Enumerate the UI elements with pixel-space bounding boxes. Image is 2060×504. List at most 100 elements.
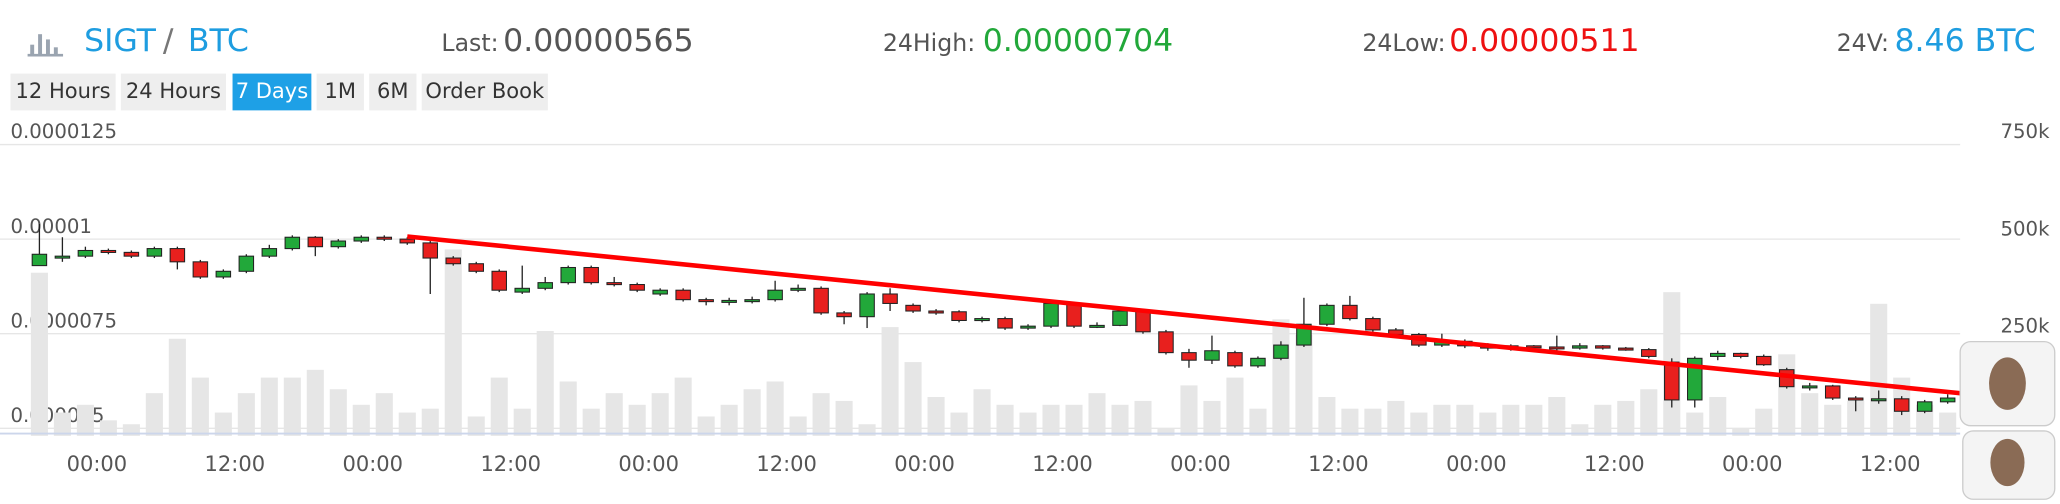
candle-body (1158, 331, 1174, 354)
candle-body (583, 266, 599, 284)
volume-bar (1387, 400, 1405, 436)
candle-body (123, 251, 140, 257)
volume-bar (835, 400, 853, 436)
range-button-label[interactable]: 6M (377, 78, 409, 103)
candle-body (767, 289, 783, 301)
candle-body (353, 236, 370, 242)
candle-body (1710, 352, 1726, 357)
volume-bar (1272, 319, 1290, 436)
volume-bar (467, 416, 485, 436)
x-tick-label: 00:00 (894, 451, 955, 476)
volume-bar (490, 377, 508, 436)
trendline (407, 234, 1971, 397)
candle-body (31, 253, 48, 267)
x-tick-label: 12:00 (1584, 451, 1645, 476)
volume-bar (237, 393, 255, 436)
candle-body (997, 318, 1013, 329)
candle-body (675, 289, 691, 301)
candle-body (813, 287, 829, 314)
volume-label: 24V: (1837, 29, 1889, 57)
volume-bar (674, 377, 692, 436)
volume-bar (697, 416, 715, 436)
volume-bar (743, 389, 761, 436)
volume-bar (1157, 428, 1175, 436)
volume-bar (1640, 389, 1658, 436)
volume-bar (30, 272, 48, 436)
volume-bar (76, 404, 94, 436)
candle-body (491, 270, 507, 291)
volume-bar (421, 408, 439, 436)
candle-body (537, 282, 553, 289)
volume-bar (1295, 334, 1313, 436)
low-value: 0.00000511 (1449, 23, 1639, 59)
range-button[interactable] (421, 73, 548, 111)
volume-bar (1939, 412, 1957, 436)
pair-quote[interactable]: BTC (188, 23, 249, 59)
range-button[interactable] (316, 73, 364, 111)
range-button-label[interactable]: 7 Days (236, 78, 308, 103)
candle-body (238, 255, 255, 272)
volume-bar (1916, 404, 1934, 436)
volume-bar (1870, 303, 1888, 436)
candle-body (928, 310, 944, 314)
candle-body (1870, 398, 1887, 402)
volume-bar (1479, 412, 1497, 436)
plot-area: 0.0000050.00000750.000010.0000125250k500… (0, 120, 2050, 476)
candle-body (100, 249, 117, 253)
candle-body (1273, 344, 1289, 359)
volume-bar (329, 389, 347, 436)
candle-body (1664, 361, 1680, 401)
range-button-label[interactable]: 1M (325, 78, 357, 103)
volume-bar (1778, 354, 1796, 436)
x-tick-label: 00:00 (1170, 451, 1231, 476)
candle-body (215, 270, 232, 278)
volume-bar (260, 377, 278, 436)
candle-body (284, 236, 301, 250)
range-button-label[interactable]: 24 Hours (126, 78, 221, 103)
range-button[interactable] (232, 73, 312, 111)
range-button-label[interactable]: Order Book (425, 78, 545, 103)
volume-bar (996, 404, 1014, 436)
volume-bar (1686, 412, 1704, 436)
candle-body (1227, 352, 1243, 367)
range-button-label[interactable]: 12 Hours (16, 78, 111, 103)
volume-bar (582, 408, 600, 436)
candle-body (1755, 355, 1772, 366)
volume-bar (766, 381, 784, 436)
candle-body (721, 299, 737, 303)
range-button[interactable] (369, 73, 417, 111)
candle-body (307, 236, 324, 248)
volume-bar (858, 424, 876, 436)
candle-body (1526, 345, 1542, 349)
volume-bar (1617, 400, 1635, 436)
candle-body (1641, 349, 1657, 357)
candle-body (1618, 347, 1634, 351)
volume-bar (122, 424, 140, 436)
volume-bar (1065, 404, 1083, 436)
candle-body (261, 248, 278, 257)
x-tick-label: 12:00 (205, 451, 266, 476)
volume-bar (1456, 404, 1474, 436)
range-button[interactable] (10, 73, 116, 111)
y-tick-label: 0.0000075 (11, 309, 117, 332)
volume-bar (1594, 404, 1612, 436)
volume-bar (628, 404, 646, 436)
candle-body (1250, 357, 1266, 367)
range-button[interactable] (120, 73, 226, 111)
candle-body (790, 287, 806, 291)
volume-bar (1410, 412, 1428, 436)
candle-body (146, 248, 163, 257)
volume-bar (1203, 400, 1221, 436)
pair-base[interactable]: SIGT (84, 23, 157, 59)
candle-body (468, 263, 484, 272)
volume-bar (513, 408, 531, 436)
volume-bar (1364, 408, 1382, 436)
candle-body (54, 255, 71, 259)
volume-bar (1134, 400, 1152, 436)
candle-body (1916, 401, 1933, 412)
candle-body (1801, 385, 1818, 389)
volume-bar (1249, 408, 1267, 436)
volume-bar (904, 362, 922, 436)
high-label: 24High: (883, 29, 975, 57)
